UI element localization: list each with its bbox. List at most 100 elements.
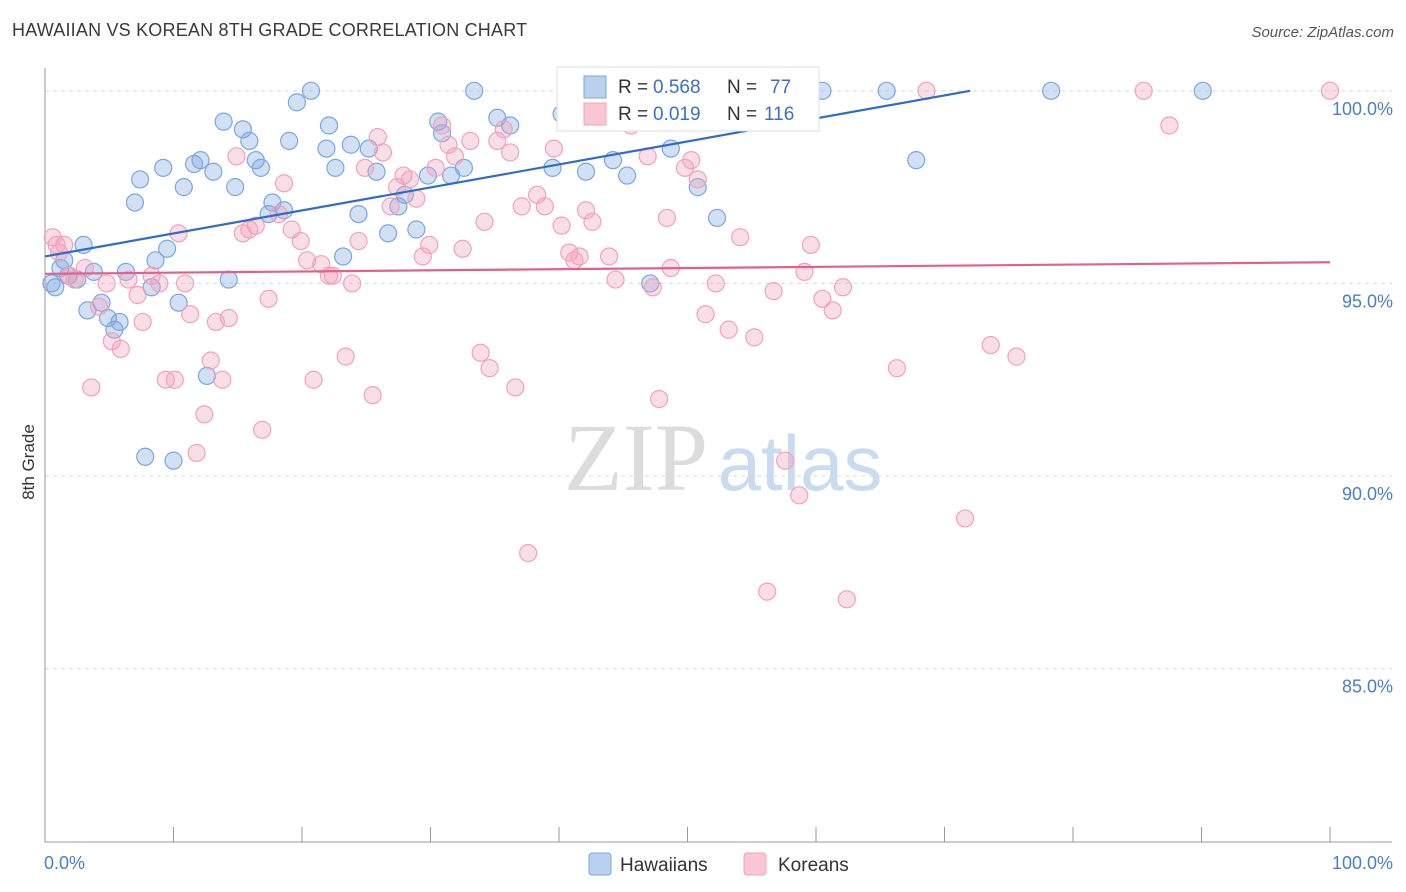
korean-point <box>291 231 310 251</box>
korean-point <box>475 212 494 231</box>
hawaiian-point <box>157 239 177 258</box>
hawaiians-n-label: N = <box>727 77 757 98</box>
hawaiian-point <box>214 112 233 131</box>
y-tick-label: 100.0% <box>1332 99 1393 119</box>
korean-point <box>643 278 662 297</box>
korean-point <box>801 235 820 255</box>
korean-point <box>259 289 278 308</box>
hawaiian-point <box>389 197 408 216</box>
hawaiian-point <box>130 170 150 189</box>
hawaiian-point <box>287 93 306 112</box>
watermark-atlas: atlas <box>718 419 883 507</box>
hawaiian-point <box>174 178 193 197</box>
legend-koreans-label: Koreans <box>778 855 849 876</box>
korean-point <box>187 443 206 463</box>
korean-point <box>887 359 907 378</box>
y-axis-label: 8th Grade <box>19 424 38 500</box>
hawaiian-point <box>349 204 368 224</box>
hawaiian-point <box>407 220 426 239</box>
hawaiian-point <box>78 301 97 320</box>
korean-point <box>298 251 317 270</box>
korean-point <box>420 235 439 255</box>
koreans-trend-line <box>44 261 1331 275</box>
hawaiian-point <box>84 262 103 281</box>
korean-point <box>213 370 232 389</box>
korean-point <box>75 258 94 278</box>
korean-point <box>128 285 147 305</box>
korean-point <box>227 147 246 166</box>
korean-point <box>776 451 795 470</box>
korean-point <box>97 274 116 293</box>
korean-point <box>519 543 538 563</box>
koreans-n-value: 116 <box>764 104 794 125</box>
hawaiian-point <box>432 124 452 143</box>
korean-point <box>1007 347 1026 366</box>
axes: 0.0% 100.0% <box>44 68 1393 873</box>
hawaiian-point <box>618 166 637 185</box>
korean-point <box>355 158 375 177</box>
korean-point <box>981 335 1000 355</box>
korean-point <box>1320 81 1340 100</box>
korean-point <box>570 247 589 266</box>
korean-point <box>837 590 856 609</box>
hawaiian-point <box>280 131 299 150</box>
hawaiian-point <box>543 158 562 177</box>
korean-point <box>688 170 707 189</box>
hawaiian-point <box>125 193 145 212</box>
hawaiian-point <box>169 293 188 312</box>
korean-point <box>133 312 152 332</box>
hawaiians-r-value: 0.568 <box>653 77 701 98</box>
korean-point <box>413 247 432 266</box>
legend-hawaiians-swatch <box>588 852 612 876</box>
hawaiian-point <box>164 451 183 470</box>
korean-point <box>833 278 853 297</box>
korean-point <box>600 247 619 266</box>
korean-point <box>363 386 382 405</box>
korean-point <box>544 139 563 158</box>
hawaiian-point <box>334 247 353 266</box>
hawaiian-point <box>219 270 238 289</box>
korean-point <box>583 212 602 231</box>
hawaiian-point <box>317 139 336 158</box>
korean-point <box>89 297 109 316</box>
korean-point <box>682 151 701 170</box>
chart-source: Source: ZipAtlas.com <box>1251 24 1394 41</box>
korean-point <box>119 270 138 289</box>
korean-point <box>400 170 420 189</box>
hawaiian-point <box>233 120 252 139</box>
hawaiians-r-label: R = <box>618 77 648 98</box>
legend-hawaiians-label: Hawaiians <box>620 855 708 876</box>
korean-point <box>111 339 130 359</box>
hawaiian-point <box>1193 81 1212 100</box>
koreans-r-label: R = <box>618 104 648 125</box>
korean-point <box>512 197 531 216</box>
hawaiians-points <box>42 81 1212 470</box>
korean-point <box>445 147 465 166</box>
korean-point <box>453 239 472 258</box>
korean-point <box>813 289 832 308</box>
koreans-points <box>43 81 1340 609</box>
korean-point <box>343 274 362 293</box>
korean-point <box>253 420 272 439</box>
legend-koreans-swatch <box>743 852 767 876</box>
korean-point <box>576 201 596 220</box>
korean-point <box>336 347 355 366</box>
hawaiian-point <box>1042 81 1061 100</box>
korean-point <box>373 143 393 162</box>
korean-point <box>304 370 323 389</box>
korean-point <box>181 305 200 324</box>
y-tick-label: 90.0% <box>1342 484 1393 504</box>
stats-legend: R = 0.568 N = 77 R = 0.019 N = 116 <box>556 66 820 132</box>
korean-point <box>65 270 84 289</box>
korean-point <box>274 174 294 193</box>
x-tick-label-min: 0.0% <box>44 853 85 873</box>
hawaiian-point <box>251 158 270 177</box>
korean-point <box>758 582 777 601</box>
korean-point <box>535 197 554 216</box>
korean-point <box>506 378 525 397</box>
koreans-swatch <box>583 102 607 126</box>
hawaiian-point <box>240 131 259 150</box>
hawaiian-point <box>197 366 217 385</box>
hawaiian-point <box>877 81 896 100</box>
y-tick-label: 85.0% <box>1342 677 1393 697</box>
